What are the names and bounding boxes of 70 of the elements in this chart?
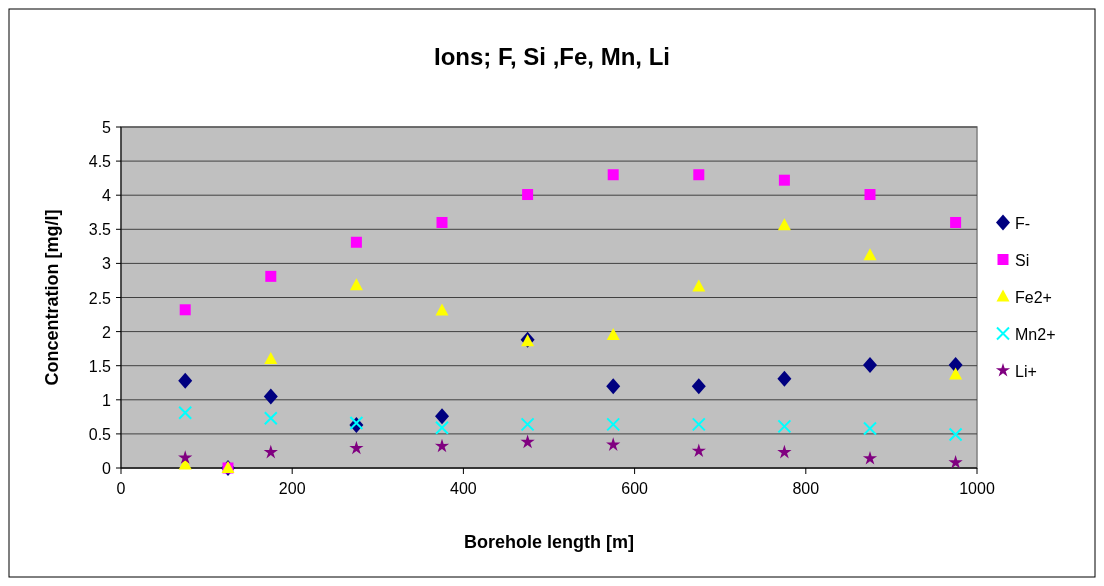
point [949, 367, 963, 380]
point [179, 304, 191, 316]
point [606, 378, 621, 395]
point [435, 420, 449, 435]
point [435, 303, 449, 316]
y-tick-label: 1 [102, 391, 112, 409]
point [777, 444, 792, 459]
point [606, 437, 621, 451]
point [265, 270, 277, 282]
point [777, 419, 792, 434]
point [777, 218, 791, 231]
y-tick-label: 3 [102, 255, 112, 273]
y-tick-label: 5 [102, 119, 112, 136]
point [863, 421, 877, 436]
point [520, 417, 535, 432]
point [178, 450, 193, 464]
point [948, 427, 963, 442]
point [863, 357, 877, 374]
y-tick-label: 3.5 [88, 221, 112, 239]
point [948, 455, 963, 469]
point [864, 189, 876, 201]
point [693, 169, 705, 181]
point [434, 438, 450, 453]
point [349, 440, 364, 455]
point [950, 216, 962, 228]
point [349, 278, 363, 291]
point [777, 370, 792, 387]
x-tick-label: 200 [278, 480, 306, 497]
point [607, 169, 619, 181]
point [263, 444, 278, 459]
point [691, 378, 706, 395]
point [520, 434, 535, 449]
point [606, 328, 620, 341]
point [863, 248, 877, 261]
legend-label: Fe2+ [1015, 288, 1052, 306]
point [435, 408, 449, 425]
x-tick-label: 400 [450, 480, 477, 497]
legend-label: F- [1015, 214, 1031, 232]
y-tick-label: 2.5 [88, 289, 112, 307]
point [263, 411, 278, 426]
point [778, 174, 790, 186]
legend-label: Mn2+ [1015, 325, 1056, 343]
point [691, 417, 706, 432]
point [349, 415, 364, 430]
point [522, 189, 534, 201]
point [350, 236, 362, 248]
legend-label: Si [1015, 251, 1030, 269]
x-axis-title: Borehole length [m] [464, 532, 634, 552]
point [606, 417, 621, 432]
x-tick-label: 800 [792, 480, 820, 497]
x-tick-label: 0 [116, 480, 126, 497]
y-tick-label: 0.5 [88, 425, 112, 443]
y-tick-label: 4 [102, 187, 112, 205]
y-tick-label: 4.5 [88, 153, 112, 171]
point [692, 279, 706, 292]
point [263, 388, 278, 405]
y-axis-title: Concentration [mg/l] [42, 209, 62, 386]
x-tick-label: 1000 [959, 480, 995, 497]
point [436, 216, 448, 228]
point [178, 405, 193, 420]
point [862, 450, 878, 465]
y-tick-label: 0 [102, 460, 112, 477]
point [178, 372, 193, 389]
y-tick-label: 1.5 [88, 357, 112, 375]
legend-label: Li+ [1015, 362, 1037, 380]
chart-title: Ions; F, Si ,Fe, Mn, Li [433, 43, 671, 70]
y-tick-label: 2 [102, 323, 112, 341]
x-tick-label: 600 [621, 480, 649, 497]
point [264, 351, 278, 364]
point [691, 443, 706, 458]
